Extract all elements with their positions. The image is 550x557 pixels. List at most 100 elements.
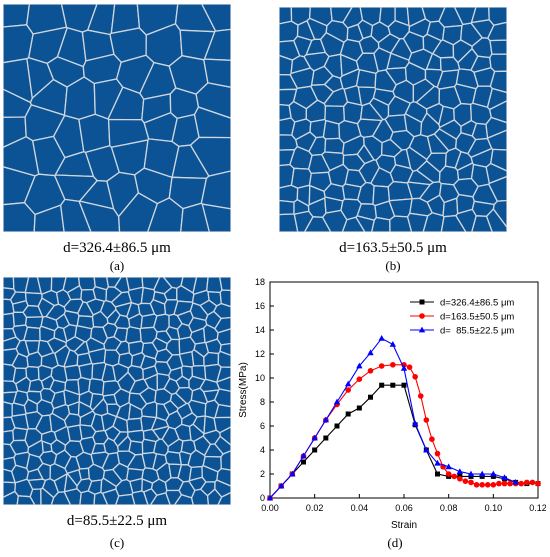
grain: [492, 199, 507, 229]
grain: [489, 53, 507, 73]
y-tick-label: 14: [255, 325, 265, 335]
grain: [78, 467, 90, 481]
microstructure-panel-b: [279, 7, 507, 232]
data-point: [501, 474, 508, 480]
grain: [489, 70, 507, 94]
data-point: [462, 478, 469, 484]
data-point: [411, 420, 419, 426]
data-point: [479, 482, 485, 488]
grain: [203, 58, 231, 88]
data-point: [468, 479, 474, 486]
caption-c: d=85.5±22.5 μm: [66, 513, 168, 529]
data-point: [367, 368, 374, 374]
data-point: [345, 411, 351, 417]
x-tick-label: 0.00: [261, 503, 279, 513]
grain-map-b: [279, 7, 507, 232]
data-point: [356, 405, 362, 411]
data-point: [406, 364, 413, 370]
y-tick-label: 16: [255, 301, 265, 311]
grain: [213, 435, 231, 455]
grain: [189, 136, 231, 177]
data-point: [277, 482, 285, 489]
label-c: (c): [109, 535, 125, 550]
data-point: [507, 480, 513, 487]
data-point: [418, 326, 426, 333]
stress-strain-chart: 0.00 0.02 0.04 0.06 0.08 0.10 0.12 0 2 4 6 8 10 12 14 1…: [238, 277, 546, 531]
data-point: [429, 436, 435, 442]
data-point: [524, 479, 530, 486]
grain: [77, 277, 96, 291]
data-point: [323, 435, 329, 441]
data-point: [356, 362, 363, 369]
grain: [3, 312, 15, 330]
data-point: [390, 382, 396, 388]
grain: [3, 4, 31, 28]
grain: [217, 491, 231, 505]
grain: [219, 277, 231, 292]
data-point: [445, 471, 452, 477]
grain: [3, 277, 15, 290]
data-point: [378, 363, 385, 369]
grain: [201, 203, 231, 232]
grain-map-c: [3, 277, 231, 505]
legend-label: d=326.4±86.5 μm: [440, 298, 514, 309]
data-point: [445, 463, 452, 470]
data-point: [456, 468, 464, 474]
legend-label: d= 85.5±22.5 μm: [440, 326, 514, 337]
data-point: [417, 393, 424, 399]
grain: [201, 4, 231, 32]
data-point: [389, 341, 397, 347]
grain: [217, 350, 231, 368]
legend: d=326.4±86.5 μm d=163.5±50.5 μm d= 85.5±22…: [410, 298, 514, 337]
grain: [489, 39, 507, 55]
data-point: [457, 476, 463, 482]
grain: [279, 199, 295, 216]
grain: [279, 184, 299, 203]
grain: [88, 378, 105, 396]
x-tick-label: 0.10: [485, 503, 503, 513]
x-tick-label: 0.06: [395, 503, 413, 513]
y-axis-label: Stress(MPa): [238, 362, 249, 418]
grain: [371, 216, 391, 232]
grain: [214, 479, 231, 498]
series-2: [266, 335, 519, 501]
data-point: [478, 470, 486, 477]
data-point: [423, 446, 430, 453]
data-point: [435, 471, 440, 477]
grain: [203, 28, 231, 61]
data-point: [356, 376, 363, 382]
y-tick-label: 6: [260, 421, 265, 431]
grain: [23, 326, 41, 342]
data-point: [434, 450, 441, 457]
y-tick-label: 8: [260, 397, 265, 407]
grain: [215, 376, 231, 393]
grain: [127, 429, 145, 444]
x-tick-label: 0.04: [351, 503, 369, 513]
data-point: [345, 387, 351, 393]
data-point: [529, 479, 536, 486]
legend-label: d=163.5±50.5 μm: [440, 312, 514, 323]
grain: [219, 289, 231, 308]
data-point: [484, 482, 491, 488]
data-point: [400, 365, 408, 371]
data-point: [412, 374, 418, 380]
grain: [195, 82, 231, 119]
data-point: [368, 394, 373, 400]
data-point: [289, 470, 296, 477]
grain: [486, 87, 507, 111]
grain: [213, 388, 231, 408]
data-point: [467, 470, 475, 477]
y-tick-label: 0: [260, 493, 265, 503]
grain: [125, 326, 142, 344]
data-point: [311, 434, 318, 441]
data-point: [496, 480, 502, 487]
caption-b: d=163.5±50.5 μm: [339, 240, 447, 256]
y-tick-label: 10: [255, 373, 265, 383]
grain: [485, 116, 507, 140]
x-axis-label: Strain: [391, 520, 417, 531]
grain-map-a: [3, 4, 231, 232]
grain: [128, 440, 144, 456]
data-point: [301, 459, 306, 465]
y-tick-label: 18: [255, 277, 265, 287]
y-tick-label: 4: [260, 445, 265, 455]
